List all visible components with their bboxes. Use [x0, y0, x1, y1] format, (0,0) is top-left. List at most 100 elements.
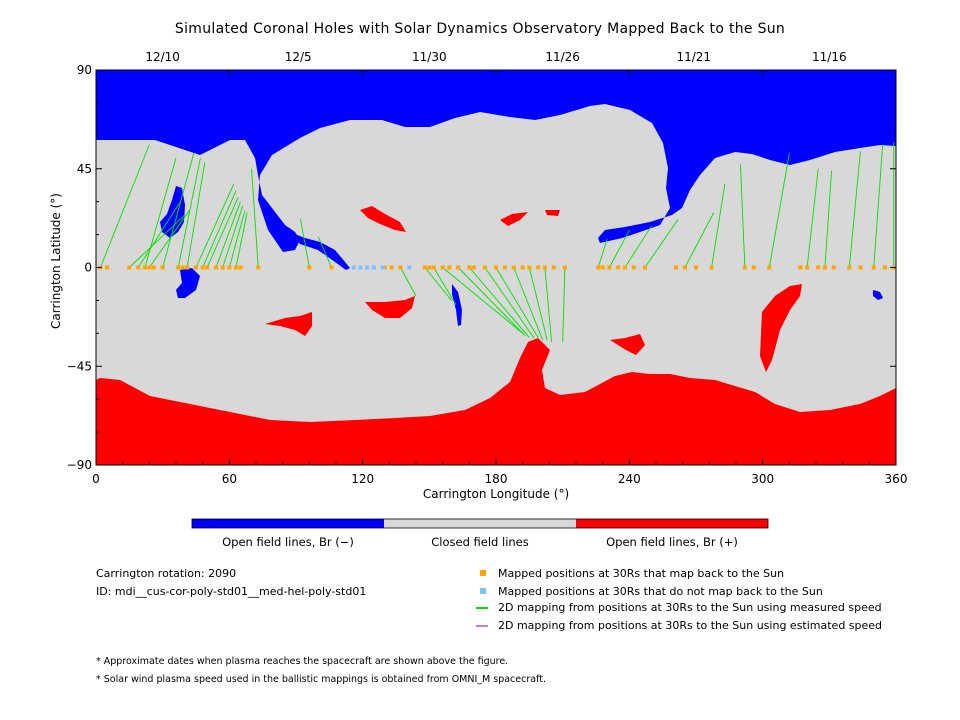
mapped-point	[822, 265, 827, 270]
mapped-point	[220, 265, 225, 270]
y-tick-label: −45	[67, 359, 92, 373]
mapped-point	[389, 265, 394, 270]
mapped-point	[456, 265, 461, 270]
mapped-point	[105, 265, 110, 270]
mapping-line	[562, 267, 566, 343]
mapping-line	[137, 201, 181, 268]
y-tick-label: 0	[84, 261, 92, 275]
unmapped-point-symbol	[480, 588, 486, 594]
equatorial-hole-west-lower	[176, 268, 200, 298]
y-axis-label: Carrington Latitude (°)	[49, 193, 63, 329]
x-tick-label: 180	[485, 472, 508, 486]
mapping-line	[484, 267, 535, 338]
mapped-point	[142, 265, 147, 270]
mapped-point	[185, 265, 190, 270]
top-date-label: 12/5	[285, 50, 312, 64]
mapped-point	[767, 265, 772, 270]
colorbar-negative-label: Open field lines, Br (−)	[222, 535, 354, 549]
mapping-line	[162, 153, 195, 268]
mapped-point	[136, 265, 141, 270]
mapping-line	[468, 267, 530, 339]
mapping-line	[202, 190, 237, 268]
colorbar-frame	[191, 518, 769, 529]
mapping-line	[300, 219, 310, 268]
mapped-point	[427, 265, 432, 270]
mapped-point	[471, 265, 476, 270]
colorbar-closed-label: Closed field lines	[431, 535, 529, 549]
mapped-point	[831, 265, 836, 270]
red-patch-4	[365, 296, 415, 318]
red-patch-1	[360, 206, 406, 232]
top-date-label: 11/26	[545, 50, 580, 64]
mapping-line	[206, 197, 239, 268]
mapping-line	[544, 267, 553, 343]
mapping-line	[317, 236, 332, 268]
mapped-point	[596, 265, 601, 270]
north-coronal-hole	[96, 70, 896, 252]
mapped-point	[307, 265, 312, 270]
mapping-line	[824, 170, 833, 268]
south-coronal-hole	[96, 338, 896, 465]
chart-title: Simulated Coronal Holes with Solar Dynam…	[174, 21, 786, 37]
red-patch-7	[760, 284, 802, 372]
mapped-point	[600, 265, 605, 270]
mapping-line	[739, 164, 746, 268]
unmapped-point	[371, 265, 376, 270]
mapping-line	[768, 153, 790, 268]
colorbar-closed	[384, 519, 576, 528]
mapping-line	[711, 184, 726, 268]
carrington-rotation: Carrington rotation: 2090	[96, 567, 237, 580]
mapped-point	[482, 265, 487, 270]
legend-estimated: 2D mapping from positions at 30Rs to the…	[498, 619, 883, 632]
colorbar-negative	[192, 519, 384, 528]
mapped-point	[329, 265, 334, 270]
mapped-point	[494, 265, 498, 270]
unmapped-point	[358, 265, 363, 270]
unmapped-point	[380, 265, 385, 270]
mapping-line	[848, 151, 861, 268]
mapping-line	[186, 162, 206, 268]
x-tick-label: 120	[351, 472, 374, 486]
x-tick-label: 60	[222, 472, 237, 486]
mapped-point	[816, 265, 821, 270]
red-patch-3	[545, 210, 560, 216]
note-dates: * Approximate dates when plasma reaches …	[96, 656, 509, 667]
mapped-point	[742, 265, 747, 270]
mapping-line	[129, 214, 186, 268]
mapped-point	[467, 265, 472, 270]
mapped-point	[256, 265, 261, 270]
mapping-line	[684, 212, 715, 268]
mapping-line	[495, 267, 539, 338]
legend-mapped: Mapped positions at 30Rs that map back t…	[498, 567, 785, 580]
mapping-line	[597, 238, 608, 268]
x-tick-label: 240	[618, 472, 641, 486]
mapping-line	[608, 229, 630, 268]
x-tick-label: 0	[92, 472, 100, 486]
mapped-point	[542, 265, 547, 270]
colorbar-positive	[576, 519, 768, 528]
mapped-point	[631, 265, 636, 270]
mapped-point	[858, 265, 863, 270]
mapping-line	[228, 210, 246, 268]
mapping-line	[400, 267, 417, 297]
mapped-point	[180, 265, 185, 270]
mapped-point	[616, 265, 621, 270]
mapped-point	[694, 265, 698, 270]
mapped-point	[398, 265, 403, 270]
mapped-point	[160, 265, 165, 270]
x-tick-label: 360	[885, 472, 908, 486]
mapped-point	[798, 265, 803, 270]
mapped-point	[622, 265, 627, 270]
mapped-point	[882, 265, 887, 270]
mapping-line	[457, 267, 526, 336]
mapped-point-symbol	[480, 570, 486, 576]
model-id: ID: mdi__cus-cor-poly-std01__med-hel-pol…	[96, 585, 367, 598]
small-hole-east	[873, 290, 883, 300]
red-patch-5	[265, 312, 312, 336]
mapped-point	[682, 265, 687, 270]
x-tick-label: 300	[751, 472, 774, 486]
estimated-line-symbol	[476, 625, 488, 627]
mapped-point	[238, 265, 243, 270]
mapped-point	[607, 265, 612, 270]
mapped-point	[871, 265, 876, 270]
